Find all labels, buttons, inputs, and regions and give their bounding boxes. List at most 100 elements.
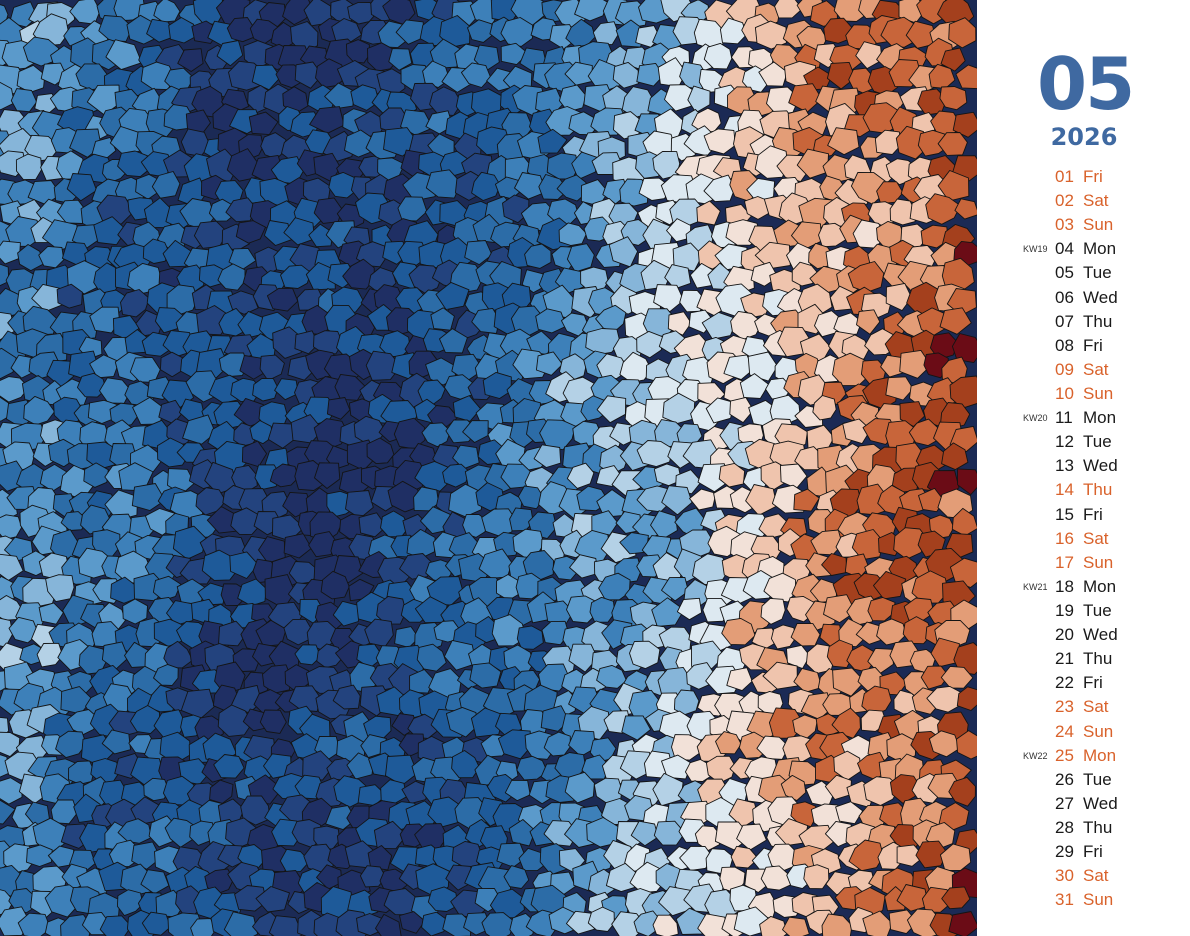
- day-name: Fri: [1083, 673, 1103, 693]
- grain-cell: [10, 88, 38, 113]
- grain-cell: [347, 1, 378, 25]
- grain-cell: [248, 111, 279, 136]
- grain-cell: [38, 602, 64, 625]
- grain-cell: [876, 618, 907, 646]
- grain-cell: [0, 376, 30, 403]
- grain-cell: [705, 755, 736, 784]
- week-number-label: KW20: [1023, 413, 1048, 424]
- day-row: KW22 25 Mon: [977, 744, 1190, 768]
- grain-cell: [166, 284, 199, 315]
- grain-cell: [32, 817, 69, 855]
- grain-cell: [305, 261, 336, 291]
- week-number-label: KW22: [1023, 750, 1048, 761]
- grain-cell: [195, 487, 227, 516]
- day-row: 15 Fri: [977, 503, 1190, 527]
- grain-cell: [596, 664, 627, 689]
- grain-cell: [580, 395, 609, 422]
- grain-cell: [524, 243, 552, 269]
- grain-cell: [595, 304, 627, 332]
- grain-cell: [564, 61, 593, 86]
- grain-cell: [75, 63, 108, 91]
- grain-cell: [433, 620, 460, 643]
- grain-cell: [696, 200, 721, 226]
- grain-cell: [948, 17, 977, 49]
- grain-cell: [496, 842, 527, 868]
- grain-cell: [619, 178, 649, 207]
- grain-cell: [234, 885, 267, 912]
- day-number: 28: [1055, 817, 1074, 837]
- grain-cell: [589, 596, 616, 623]
- grain-cell: [715, 731, 742, 755]
- day-number: 30: [1055, 866, 1074, 886]
- day-name: Fri: [1083, 335, 1103, 355]
- day-row: 28 Thu: [977, 816, 1190, 840]
- day-name: Mon: [1083, 239, 1117, 259]
- grain-cell: [387, 480, 423, 513]
- grain-cell: [867, 597, 896, 622]
- grain-cell: [443, 374, 474, 400]
- day-number: 21: [1055, 649, 1074, 669]
- grain-cell: [237, 578, 267, 607]
- day-number: 04: [1055, 239, 1074, 259]
- grain-cell: [442, 913, 472, 936]
- grain-cell: [832, 667, 866, 697]
- grain-cell: [630, 820, 659, 847]
- grain-cell: [366, 437, 395, 465]
- grain-cell: [229, 551, 259, 579]
- grain-cell: [653, 820, 686, 846]
- grain-cell: [109, 125, 143, 156]
- day-number: 05: [1055, 263, 1074, 283]
- day-name: Tue: [1083, 263, 1112, 283]
- day-row: 01 Fri: [977, 165, 1190, 189]
- day-row: 23 Sat: [977, 695, 1190, 719]
- grain-cell: [50, 799, 78, 825]
- grain-cell: [218, 620, 248, 647]
- grain-cell: [812, 395, 837, 421]
- grain-cell: [17, 912, 51, 936]
- grain-cell: [760, 597, 786, 625]
- grain-cell: [788, 83, 823, 113]
- day-row: 06 Wed: [977, 286, 1190, 310]
- grain-cell: [566, 462, 595, 489]
- day-row: 21 Thu: [977, 647, 1190, 671]
- grain-cell: [231, 464, 258, 493]
- grain-cell: [168, 17, 197, 44]
- grain-cell: [427, 405, 459, 427]
- day-row: 16 Sat: [977, 527, 1190, 551]
- grain-cell: [213, 754, 245, 779]
- grain-cell: [558, 222, 587, 246]
- grain-cell: [235, 220, 266, 244]
- grain-cell: [93, 216, 127, 246]
- grain-cell: [780, 774, 807, 801]
- day-number: 10: [1055, 383, 1074, 403]
- grain-cell: [429, 86, 463, 116]
- day-name: Fri: [1083, 842, 1103, 862]
- grain-cell: [481, 912, 515, 936]
- day-row: 07 Thu: [977, 310, 1190, 334]
- grain-cell: [0, 731, 21, 758]
- day-number: 20: [1055, 625, 1074, 645]
- grain-cell: [537, 128, 568, 154]
- grain-cell: [848, 839, 884, 872]
- grain-cell: [294, 644, 322, 666]
- grain-cell: [636, 440, 673, 467]
- grain-cell: [661, 576, 689, 602]
- day-name: Sat: [1083, 359, 1109, 379]
- grain-cell: [676, 597, 703, 621]
- grain-cell: [16, 463, 48, 493]
- day-number: 11: [1055, 408, 1073, 428]
- grain-cell: [941, 442, 969, 471]
- grain-cell: [612, 61, 640, 89]
- grain-cell: [920, 224, 949, 249]
- day-row: KW20 11 Mon: [977, 406, 1190, 430]
- day-name: Sat: [1083, 697, 1109, 717]
- grain-cell: [313, 152, 341, 183]
- grain-cell: [324, 82, 355, 109]
- day-row: 29 Fri: [977, 840, 1190, 864]
- grain-cell: [899, 349, 932, 379]
- day-number: 17: [1055, 552, 1074, 572]
- grain-cell: [66, 173, 98, 202]
- grain-cell: [941, 886, 971, 910]
- day-row: 24 Sun: [977, 720, 1190, 744]
- grain-cell: [83, 462, 109, 488]
